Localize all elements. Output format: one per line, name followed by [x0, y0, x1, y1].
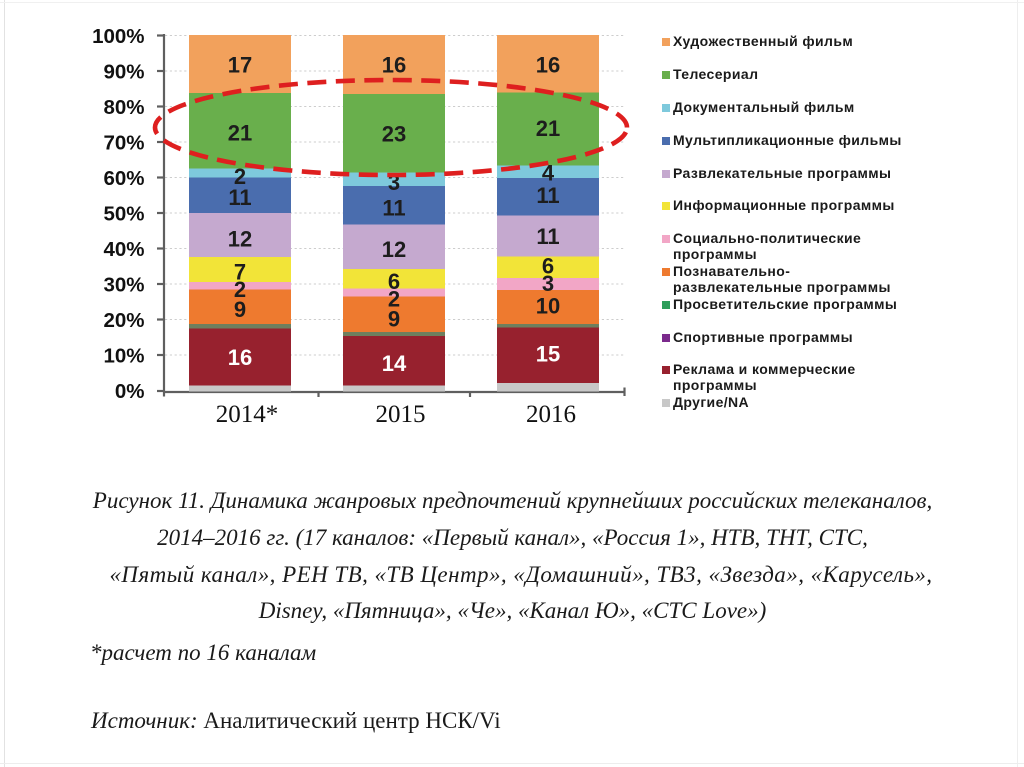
svg-text:30%: 30%: [103, 274, 144, 297]
svg-text:4: 4: [542, 161, 555, 186]
svg-text:80%: 80%: [103, 96, 144, 119]
svg-text:12: 12: [382, 237, 406, 262]
svg-text:14: 14: [382, 351, 407, 376]
svg-text:17: 17: [228, 53, 252, 78]
svg-text:2014*: 2014*: [216, 401, 279, 428]
svg-text:6: 6: [388, 269, 400, 294]
svg-text:11: 11: [228, 185, 251, 210]
svg-text:6: 6: [542, 254, 554, 279]
svg-text:2: 2: [388, 287, 400, 312]
svg-text:0%: 0%: [115, 380, 145, 403]
svg-text:16: 16: [382, 53, 406, 78]
svg-text:11: 11: [536, 183, 559, 208]
svg-text:9: 9: [234, 297, 246, 322]
svg-text:16: 16: [228, 345, 252, 370]
svg-text:2: 2: [234, 277, 246, 302]
svg-text:10: 10: [536, 294, 560, 319]
svg-text:11: 11: [536, 224, 559, 249]
svg-text:60%: 60%: [103, 167, 144, 190]
svg-text:2016: 2016: [526, 401, 576, 428]
svg-text:90%: 90%: [103, 61, 144, 84]
svg-text:12: 12: [228, 227, 252, 252]
svg-text:100%: 100%: [92, 25, 144, 48]
svg-text:23: 23: [382, 122, 406, 147]
svg-text:2015: 2015: [376, 401, 426, 428]
svg-text:50%: 50%: [103, 203, 144, 226]
svg-text:11: 11: [382, 196, 405, 221]
svg-text:16: 16: [536, 53, 560, 78]
svg-text:20%: 20%: [103, 309, 144, 332]
svg-text:9: 9: [388, 307, 400, 332]
svg-text:15: 15: [536, 342, 560, 367]
svg-text:10%: 10%: [103, 345, 144, 368]
svg-text:40%: 40%: [103, 238, 144, 261]
svg-text:2: 2: [234, 164, 246, 189]
svg-text:3: 3: [542, 271, 554, 296]
svg-text:21: 21: [536, 116, 560, 141]
svg-text:7: 7: [234, 260, 246, 285]
svg-text:21: 21: [228, 121, 252, 146]
svg-text:70%: 70%: [103, 132, 144, 155]
